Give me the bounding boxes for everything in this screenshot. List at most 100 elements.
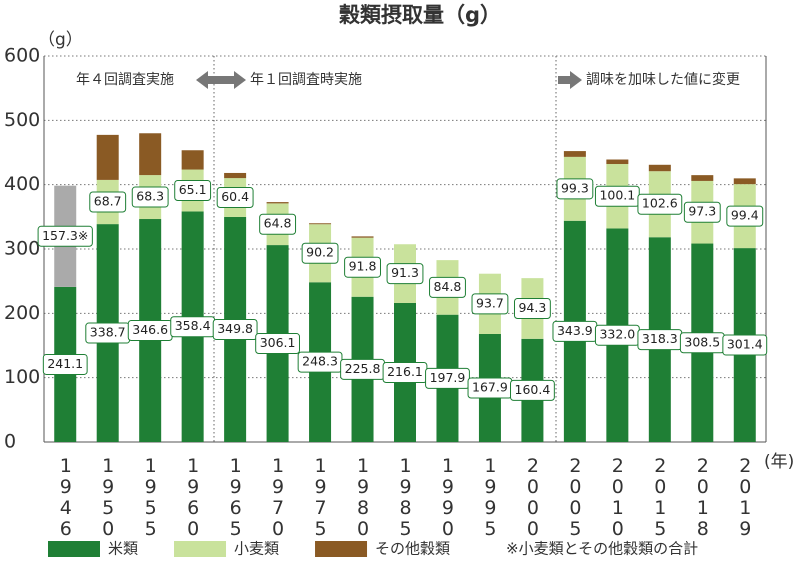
value-label-text: 241.1 bbox=[47, 356, 83, 371]
x-tick-label: 2015 bbox=[649, 455, 671, 539]
value-label: 68.7 bbox=[89, 191, 127, 213]
annotation: 調味を加味した値に変更 bbox=[586, 71, 740, 88]
label-box bbox=[386, 263, 424, 285]
value-label-text: 97.3 bbox=[688, 204, 716, 219]
y-tick-label: 500 bbox=[4, 109, 40, 131]
value-label: 157.3※ bbox=[37, 225, 93, 247]
value-label: 346.6 bbox=[127, 320, 173, 342]
value-label: 64.8 bbox=[259, 213, 297, 235]
legend-label: ※小麦類とその他穀類の合計 bbox=[506, 540, 698, 558]
value-label-text: 68.3 bbox=[136, 189, 164, 204]
value-label: 301.4 bbox=[722, 334, 768, 356]
value-label: 93.7 bbox=[471, 293, 509, 315]
legend-label: その他穀類 bbox=[375, 540, 450, 558]
x-tick-label: 1995 bbox=[479, 455, 501, 539]
value-label-text: 338.7 bbox=[90, 325, 126, 340]
value-label: 97.3 bbox=[683, 201, 721, 223]
x-tick-label: 2000 bbox=[522, 455, 544, 539]
value-label: 318.3 bbox=[637, 329, 683, 351]
label-box bbox=[683, 201, 721, 223]
value-label-text: 102.6 bbox=[642, 196, 678, 211]
legend-swatch bbox=[48, 541, 100, 557]
x-tick-label: 2005 bbox=[564, 455, 586, 539]
y-tick-label: 0 bbox=[4, 431, 16, 453]
bar bbox=[563, 151, 586, 157]
value-label-text: 100.1 bbox=[599, 188, 635, 203]
value-label-text: 332.0 bbox=[599, 327, 635, 342]
value-label-text: 248.3 bbox=[302, 354, 338, 369]
value-label-text: 358.4 bbox=[175, 318, 211, 333]
x-tick-label: 1965 bbox=[225, 455, 247, 539]
value-label: 332.0 bbox=[594, 324, 640, 346]
y-tick-label: 400 bbox=[4, 173, 40, 195]
value-label: 306.1 bbox=[255, 333, 300, 355]
label-box bbox=[429, 276, 466, 298]
label-box bbox=[510, 379, 555, 401]
x-tick-label: 1985 bbox=[395, 455, 417, 539]
label-box bbox=[259, 213, 297, 235]
value-label-text: 225.8 bbox=[345, 361, 381, 376]
x-tick-label: 1955 bbox=[140, 455, 162, 539]
value-label-text: 167.9 bbox=[472, 379, 508, 394]
value-label-text: 318.3 bbox=[642, 331, 678, 346]
value-label-text: 343.9 bbox=[557, 323, 593, 338]
value-label: 90.2 bbox=[301, 242, 339, 264]
value-label-text: 99.4 bbox=[731, 208, 759, 223]
value-label-text: 157.3※ bbox=[42, 228, 88, 243]
value-label-text: 91.3 bbox=[391, 265, 419, 280]
x-tick-label: 1970 bbox=[267, 455, 289, 539]
bar bbox=[224, 172, 247, 179]
legend-label: 米類 bbox=[108, 540, 138, 558]
label-box bbox=[344, 256, 381, 278]
value-label: 216.1 bbox=[382, 361, 428, 383]
bar bbox=[96, 134, 119, 180]
value-label: 343.9 bbox=[552, 320, 598, 342]
label-box bbox=[212, 318, 258, 340]
chart-title: 穀類摂取量（g） bbox=[339, 3, 501, 27]
y-unit: （g） bbox=[38, 30, 83, 50]
bar bbox=[309, 223, 332, 225]
value-label: 167.9 bbox=[467, 377, 513, 399]
x-tick-label: 1960 bbox=[182, 455, 204, 539]
bar bbox=[139, 133, 162, 176]
label-box bbox=[255, 333, 300, 355]
legend-label: 小麦類 bbox=[234, 540, 279, 558]
value-label: 99.4 bbox=[726, 205, 764, 227]
value-label: 308.5 bbox=[679, 332, 725, 354]
annotation: 年４回調査実施 bbox=[76, 72, 174, 88]
y-tick-label: 100 bbox=[4, 366, 40, 388]
bar bbox=[691, 175, 714, 181]
value-label: 225.8 bbox=[340, 358, 385, 380]
x-tick-label: 2018 bbox=[692, 455, 714, 539]
value-label-text: 308.5 bbox=[684, 334, 720, 349]
value-label: 65.1 bbox=[174, 179, 212, 201]
value-label-text: 60.4 bbox=[221, 189, 249, 204]
x-tick-label: 2019 bbox=[734, 455, 756, 539]
label-box bbox=[726, 205, 764, 227]
bar bbox=[181, 150, 204, 170]
value-label: 99.3 bbox=[556, 178, 594, 200]
x-tick-label: 1950 bbox=[97, 455, 119, 539]
value-label-text: 65.1 bbox=[179, 182, 207, 197]
y-tick-label: 300 bbox=[4, 238, 40, 260]
label-box bbox=[174, 179, 212, 201]
x-tick-label: 1980 bbox=[352, 455, 374, 539]
label-box bbox=[722, 334, 768, 356]
bar bbox=[351, 236, 374, 238]
value-label: 94.3 bbox=[513, 297, 551, 319]
value-label-text: 99.3 bbox=[561, 180, 589, 195]
value-label-text: 91.8 bbox=[349, 259, 377, 274]
bar bbox=[606, 159, 629, 165]
value-label-text: 160.4 bbox=[515, 382, 551, 397]
value-label: 84.8 bbox=[429, 276, 466, 298]
value-label: 248.3 bbox=[297, 351, 343, 373]
value-label-text: 94.3 bbox=[518, 300, 546, 315]
label-box bbox=[301, 242, 339, 264]
value-label: 349.8 bbox=[212, 318, 258, 340]
value-label: 358.4 bbox=[170, 316, 216, 338]
value-label: 91.8 bbox=[344, 256, 381, 278]
value-label-text: 301.4 bbox=[727, 337, 763, 352]
x-tick-label: 1990 bbox=[437, 455, 459, 539]
label-box bbox=[556, 178, 594, 200]
